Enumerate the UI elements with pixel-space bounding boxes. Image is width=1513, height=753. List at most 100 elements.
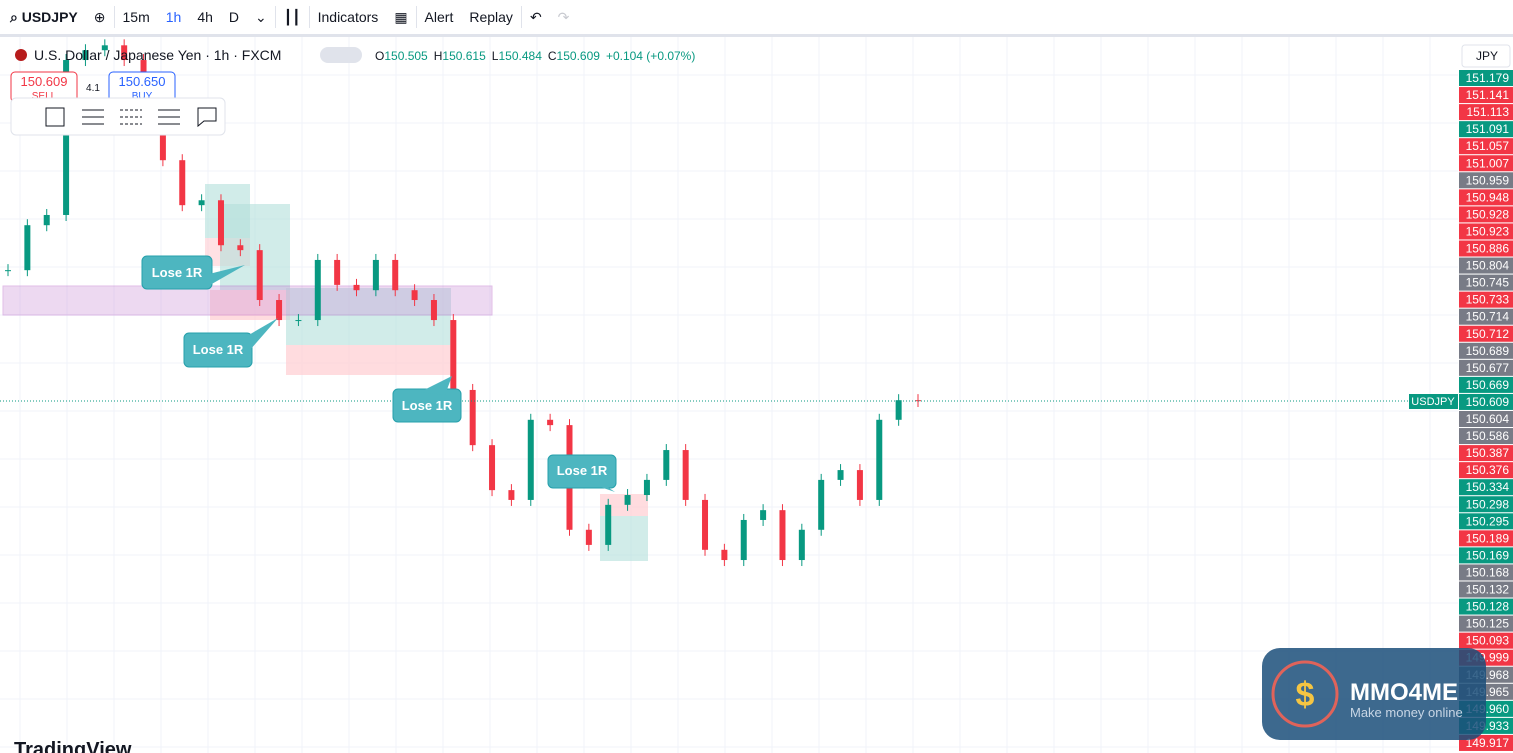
ohlc-value: 150.615 [442,49,486,63]
price-label: 150.959 [1466,173,1510,187]
candle [856,470,863,500]
price-label: 150.948 [1466,190,1510,204]
price-label: 150.712 [1466,327,1510,341]
annotation: Lose 1R [402,398,453,413]
candle [353,284,360,291]
price-label-bg [1459,104,1513,121]
separator [308,6,310,28]
candle [663,450,670,480]
price-label: 151.091 [1466,122,1510,136]
tool-rectangle[interactable] [45,107,65,127]
candle [121,45,128,61]
sell-label: SELL [32,91,57,102]
price-label-bg [1459,411,1513,427]
currency[interactable]: JPY [1476,49,1498,63]
zone [2,285,493,316]
price-label: 150.886 [1466,242,1510,256]
price-label: 150.669 [1466,378,1510,392]
watermark-logo [1271,660,1339,728]
tool-levels[interactable] [120,109,142,125]
price-label-bg [1459,138,1513,155]
price-label: 150.189 [1466,531,1510,545]
position-loss [600,494,648,516]
position-profit [286,288,451,345]
drawing-toolbar-bg [10,97,226,136]
interval[interactable]: D [228,9,240,25]
price-label-bg [1459,342,1513,359]
ohlc-value: 150.484 [498,49,542,63]
candle [256,250,263,301]
candle [682,450,689,500]
price-label-bg [1459,121,1513,138]
ohlc-value: 150.505 [384,49,428,63]
candle [372,259,379,291]
price-label: 150.125 [1466,617,1510,631]
sell-price: 150.609 [21,74,68,89]
price-label-bg [1459,530,1513,547]
interval[interactable]: 1h [165,9,182,25]
candle [295,320,302,322]
candle [624,495,631,505]
candle [798,529,805,561]
price-label: 151.179 [1466,71,1510,85]
price-label: 151.057 [1466,139,1510,153]
candle [547,419,554,426]
price-label-bg [1459,581,1513,598]
candle [489,445,496,491]
toggle[interactable] [320,47,362,63]
templates-button[interactable]: ▦ [394,8,408,25]
indicators-button[interactable]: Indicators [317,9,379,25]
tool-fib[interactable] [158,109,180,125]
price-label-bg [1459,564,1513,581]
candle [876,419,883,500]
interval[interactable]: 4h [197,9,213,25]
price-label-bg [1459,445,1513,462]
flag-icon [15,49,27,61]
price-label-bg [1459,291,1513,308]
change: +0.104 (+0.07%) [606,49,695,63]
price-label: 150.376 [1466,463,1510,477]
candle [314,259,321,321]
price-label-bg [1459,496,1513,513]
candle [469,389,476,446]
price-label-bg [1459,257,1513,274]
tool-lines[interactable] [82,109,104,125]
price-label: 150.169 [1466,548,1510,562]
legend: U.S. Dollar / Japanese Yen · 1h · FXCM O… [15,47,695,63]
price-label: 150.128 [1466,600,1510,614]
add-symbol[interactable]: ⊕ [93,8,106,25]
chart-type[interactable]: ┃┃ [283,8,301,25]
price-label-bg [1459,513,1513,530]
price-label-bg [1459,87,1513,104]
symbol-search[interactable]: ⌕ USDJPY [10,8,78,25]
price-label: 151.141 [1466,88,1510,102]
currency-button[interactable] [1461,44,1511,68]
symbol[interactable]: USDJPY [21,8,78,25]
separator [113,6,115,28]
undo[interactable]: ↶ [529,8,542,25]
price-label-bg [1459,615,1513,632]
watermark: $ MMO4ME Make money online [1262,648,1486,740]
price-label-bg [1459,206,1513,223]
alert-button[interactable]: Alert [424,9,454,25]
candle [411,290,418,301]
symbol-tag-text: USDJPY [1411,396,1455,408]
callout: Lose 1R [183,318,278,368]
ohlc-value: 150.609 [557,49,601,63]
candle [43,214,50,226]
price-label: 150.689 [1466,344,1510,358]
annotation: Lose 1R [152,265,203,280]
candle [334,259,341,285]
price-label: 150.714 [1466,310,1510,324]
price-label: 150.677 [1466,361,1510,375]
interval[interactable]: 15m [122,9,150,25]
callout: Lose 1R [392,376,462,423]
candle [702,499,709,550]
interval-menu[interactable]: ⌄ [255,8,267,25]
tool-comment[interactable] [197,107,217,128]
replay-button[interactable]: Replay [469,9,513,25]
candle [63,60,70,215]
annotation: Lose 1R [193,342,244,357]
